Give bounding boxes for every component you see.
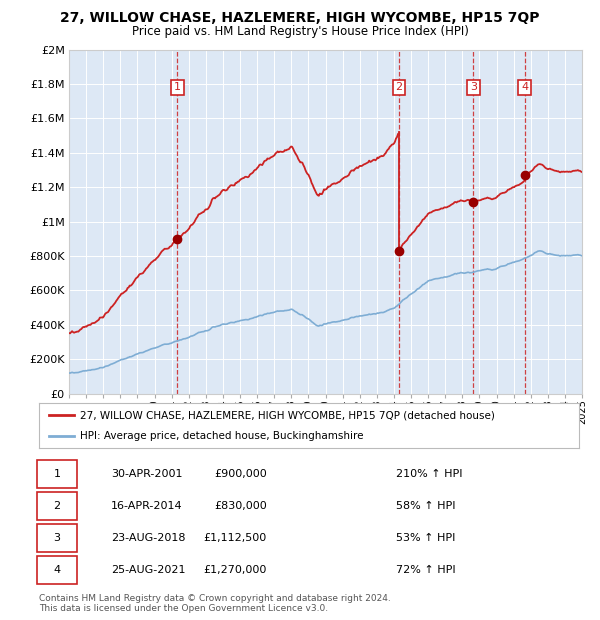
Text: Price paid vs. HM Land Registry's House Price Index (HPI): Price paid vs. HM Land Registry's House …	[131, 25, 469, 38]
Text: 210% ↑ HPI: 210% ↑ HPI	[396, 469, 463, 479]
Text: 4: 4	[521, 82, 528, 92]
Text: 4: 4	[53, 565, 61, 575]
Text: £830,000: £830,000	[214, 501, 267, 511]
Text: £900,000: £900,000	[214, 469, 267, 479]
Text: 25-AUG-2021: 25-AUG-2021	[111, 565, 185, 575]
Text: Contains HM Land Registry data © Crown copyright and database right 2024.
This d: Contains HM Land Registry data © Crown c…	[39, 594, 391, 613]
Text: 53% ↑ HPI: 53% ↑ HPI	[396, 533, 455, 543]
Text: 16-APR-2014: 16-APR-2014	[111, 501, 182, 511]
Text: 72% ↑ HPI: 72% ↑ HPI	[396, 565, 455, 575]
Text: 27, WILLOW CHASE, HAZLEMERE, HIGH WYCOMBE, HP15 7QP (detached house): 27, WILLOW CHASE, HAZLEMERE, HIGH WYCOMB…	[79, 410, 494, 420]
Text: 2: 2	[53, 501, 61, 511]
Text: 2: 2	[395, 82, 403, 92]
Text: 1: 1	[53, 469, 61, 479]
Text: 1: 1	[174, 82, 181, 92]
Text: 30-APR-2001: 30-APR-2001	[111, 469, 182, 479]
Text: 3: 3	[470, 82, 477, 92]
Text: 58% ↑ HPI: 58% ↑ HPI	[396, 501, 455, 511]
Text: HPI: Average price, detached house, Buckinghamshire: HPI: Average price, detached house, Buck…	[79, 430, 363, 441]
Text: 27, WILLOW CHASE, HAZLEMERE, HIGH WYCOMBE, HP15 7QP: 27, WILLOW CHASE, HAZLEMERE, HIGH WYCOMB…	[60, 11, 540, 25]
Text: 23-AUG-2018: 23-AUG-2018	[111, 533, 185, 543]
Text: 3: 3	[53, 533, 61, 543]
Text: £1,112,500: £1,112,500	[204, 533, 267, 543]
Text: £1,270,000: £1,270,000	[203, 565, 267, 575]
